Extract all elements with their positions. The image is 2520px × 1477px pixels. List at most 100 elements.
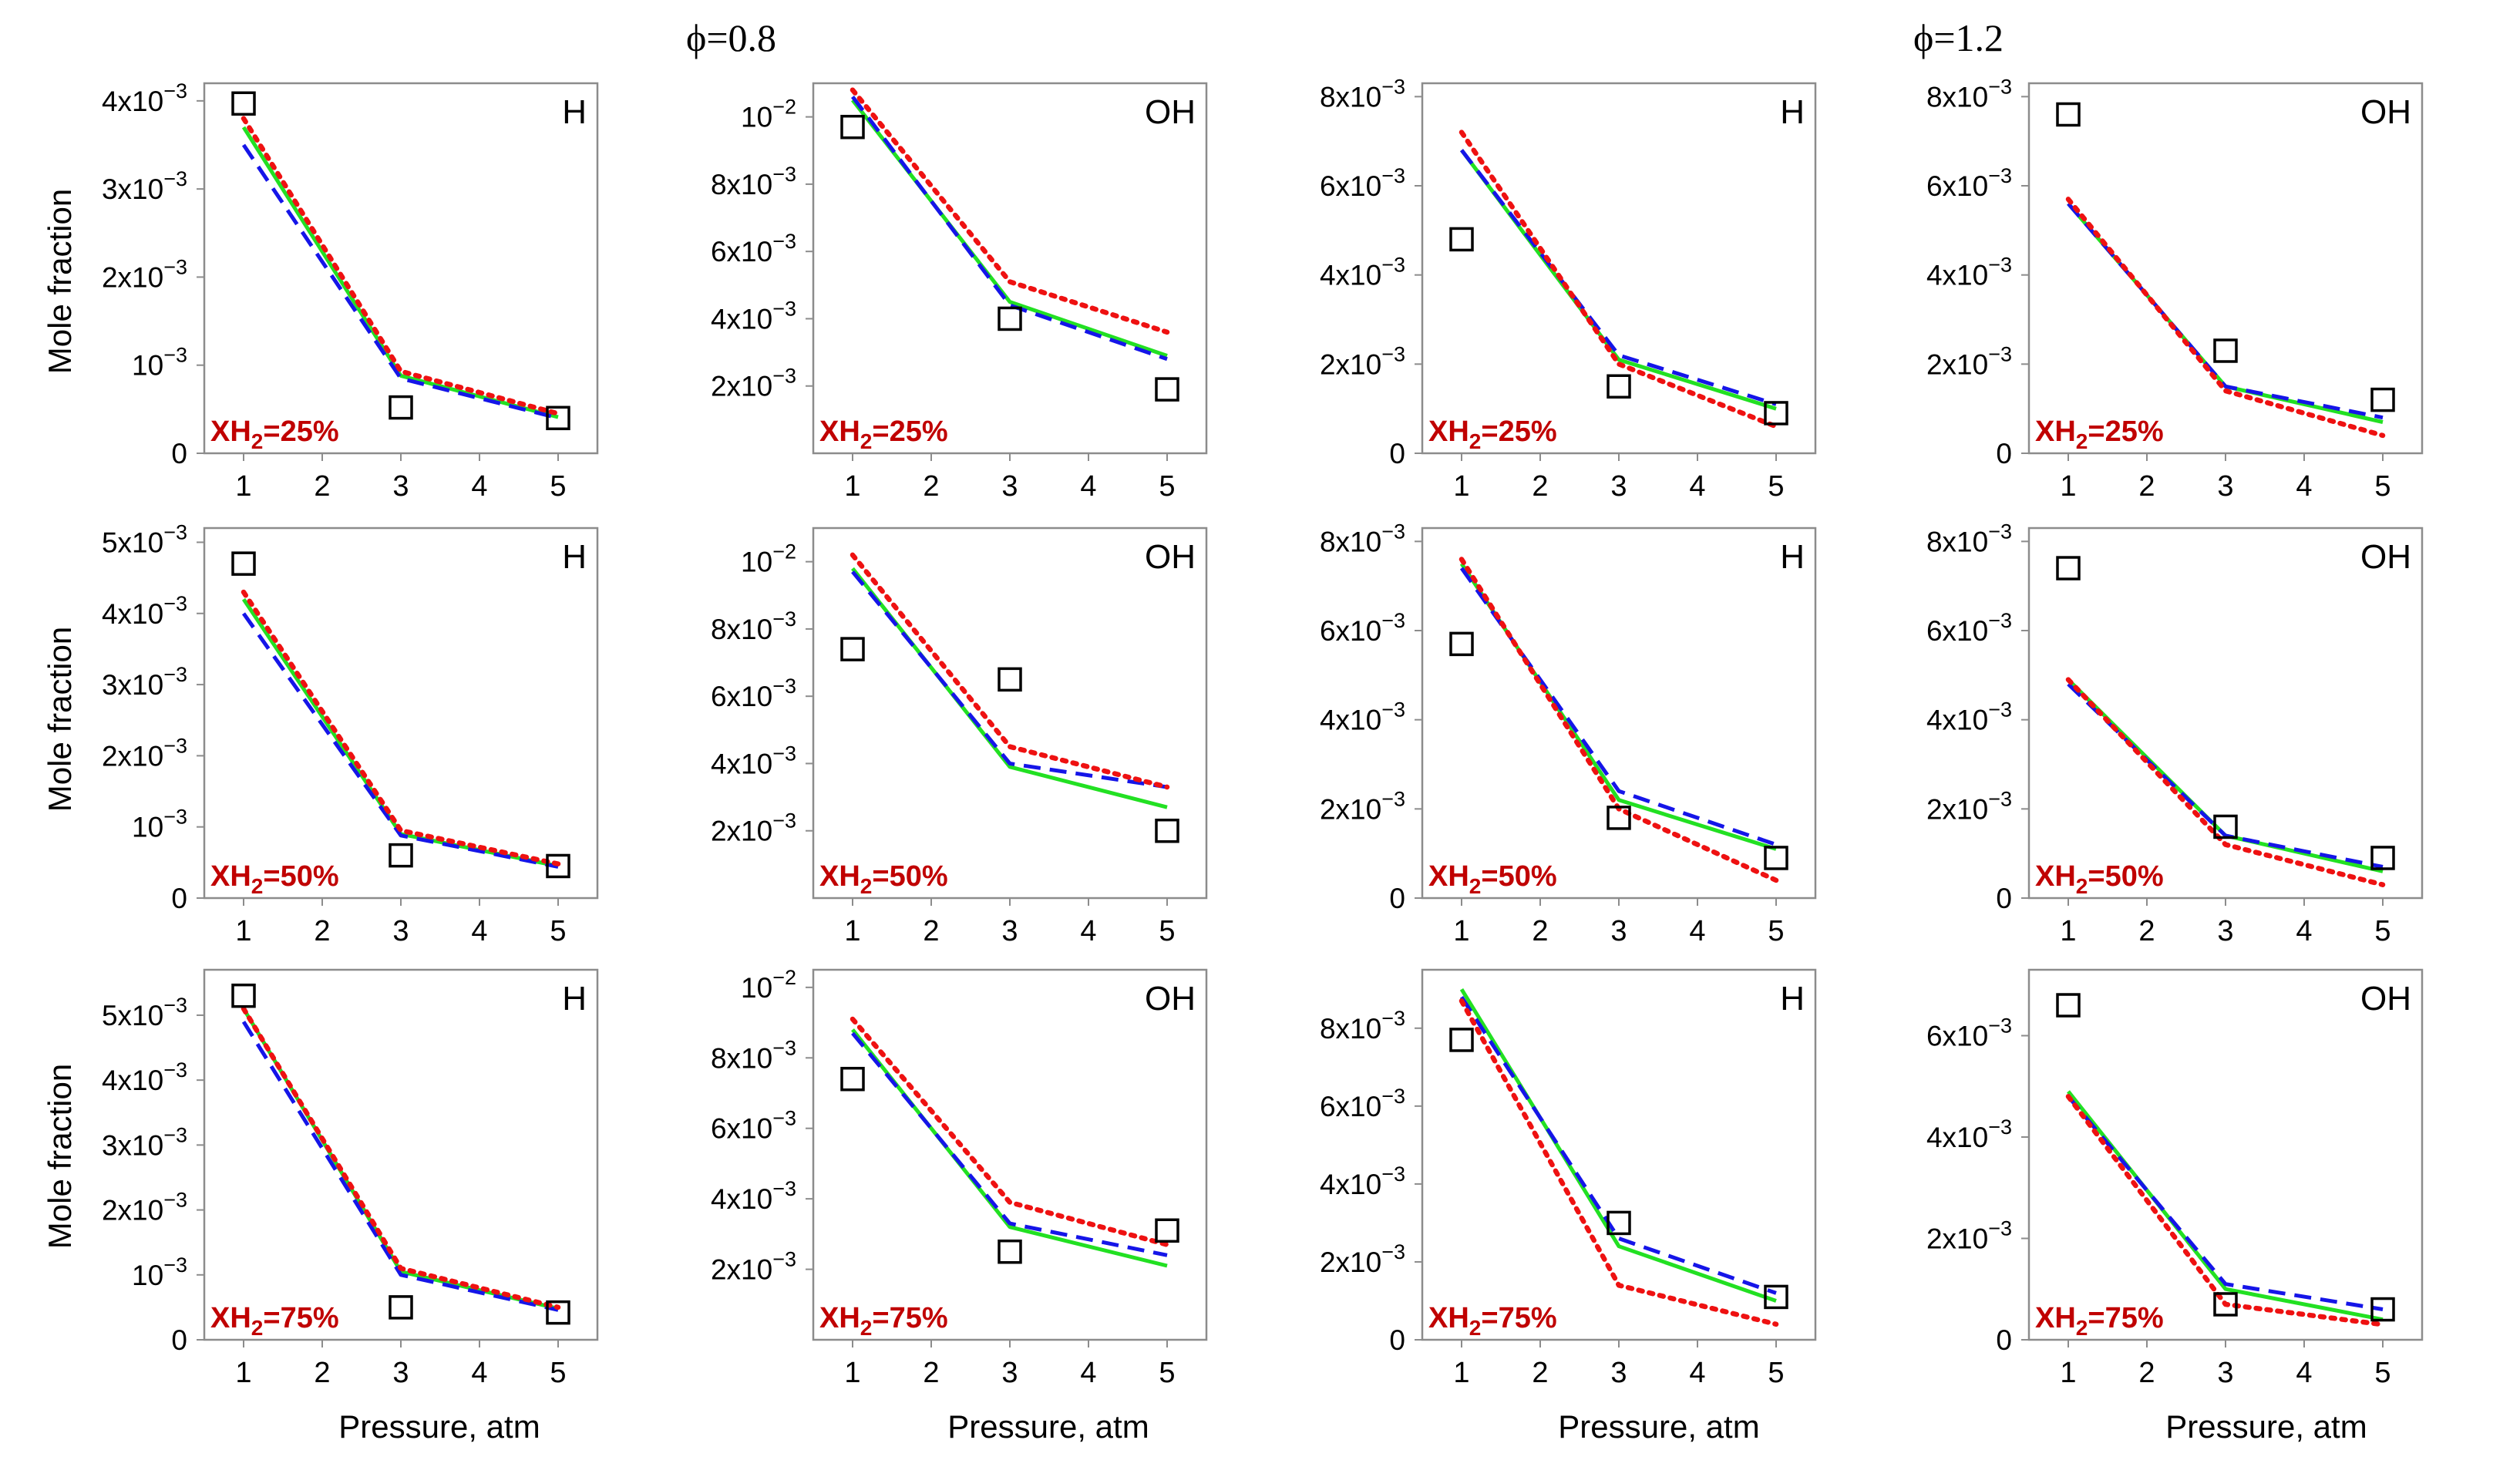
- x-tick-label: 1: [235, 1357, 251, 1389]
- x-tick-label: 4: [2296, 1357, 2312, 1389]
- experiment-marker: [1607, 806, 1631, 830]
- x-tick-label: 1: [235, 470, 251, 503]
- h2-fraction-label: XH2=75%: [2035, 1302, 2164, 1340]
- plot-frame: [812, 527, 1208, 900]
- chart-panel-3-3: 1 2 3 4 5 0 2x10−3 4x10−3 6x10−3 8x10−3 H XH2=75%: [1320, 968, 1817, 1389]
- phi-label-right: ϕ=1.2: [1913, 16, 2004, 59]
- series-line-blue: [241, 143, 559, 420]
- y-tick-label: 3x10−3: [102, 167, 187, 205]
- y-tick-label: 4x10−3: [102, 79, 187, 117]
- species-label: OH: [2360, 980, 2411, 1018]
- y-tick-label: 6x10−3: [1320, 164, 1405, 202]
- x-tick-label: 3: [1610, 470, 1627, 503]
- x-tick-label: 5: [1768, 470, 1784, 503]
- experiment-marker: [231, 983, 256, 1008]
- series-line-red: [1459, 998, 1779, 1327]
- x-tick-label: 5: [2374, 1357, 2390, 1389]
- x-tick-label: 1: [1453, 1357, 1469, 1389]
- h2-fraction-label: XH2=75%: [210, 1302, 339, 1340]
- y-tick-label: 0: [1389, 883, 1405, 914]
- plot-frame: [2027, 82, 2424, 455]
- chart-panel-1-4: 1 2 3 4 5 0 2x10−3 4x10−3 6x10−3 8x10−3 OH XH2=25%: [1926, 75, 2424, 503]
- y-tick-label: 2x10−3: [1926, 1216, 2012, 1254]
- h2-fraction-label: XH2=50%: [819, 860, 948, 898]
- y-tick-label: 10−2: [741, 540, 796, 578]
- x-tick-label: 2: [314, 915, 330, 947]
- y-tick-label: 8x10−3: [711, 607, 796, 645]
- x-tick-label: 4: [1080, 1357, 1096, 1389]
- chart-panel-1-1: 1 2 3 4 5 0 10−3 2x10−3 3x10−3 4x10−3 H XH2=25%: [102, 79, 599, 503]
- x-tick-label: 1: [844, 470, 860, 503]
- species-label: H: [562, 538, 587, 576]
- series-line-red: [1459, 557, 1779, 883]
- y-tick-label: 6x10−3: [711, 1107, 796, 1145]
- x-tick-label: 2: [1532, 1357, 1548, 1389]
- x-tick-label: 1: [235, 915, 251, 947]
- experiment-marker: [1155, 377, 1179, 402]
- experiment-marker: [1764, 401, 1788, 426]
- y-tick-label: 2x10−3: [711, 1248, 796, 1286]
- h2-fraction-label: XH2=50%: [2035, 860, 2164, 898]
- chart-panel-2-1: 1 2 3 4 5 0 10−3 2x10−3 3x10−3 4x10−3 5x10−3 H XH2=5…: [102, 520, 599, 947]
- series-line-blue: [2067, 1095, 2384, 1311]
- x-tick-label: 2: [923, 1357, 939, 1389]
- phi-label-left: ϕ=0.8: [686, 16, 776, 59]
- x-tick-label: 2: [314, 1357, 330, 1389]
- y-tick-label: 4x10−3: [1926, 698, 2012, 736]
- h2-fraction-label: XH2=75%: [1428, 1302, 1557, 1340]
- plot-frame: [203, 527, 599, 900]
- x-tick-label: 5: [2374, 470, 2390, 503]
- y-tick-label: 10−2: [741, 966, 796, 1004]
- x-tick-label: 3: [1001, 1357, 1018, 1389]
- chart-panel-1-3: 1 2 3 4 5 0 2x10−3 4x10−3 6x10−3 8x10−3 H XH2=25%: [1320, 75, 1817, 503]
- y-tick-label: 2x10−3: [711, 365, 796, 402]
- y-tick-label: 2x10−3: [1320, 1240, 1405, 1278]
- series-line-blue: [851, 95, 1168, 362]
- y-tick-label: 5x10−3: [102, 994, 187, 1031]
- x-tick-label: 4: [2296, 915, 2312, 947]
- y-tick-label: 2x10−3: [1320, 342, 1405, 380]
- x-tick-label: 1: [1453, 915, 1469, 947]
- x-tick-label: 3: [392, 915, 409, 947]
- y-tick-label: 6x10−3: [711, 675, 796, 712]
- series-line-red: [241, 1006, 561, 1310]
- experiment-marker: [2056, 556, 2081, 580]
- h2-fraction-label: XH2=50%: [210, 860, 339, 898]
- series-line-red: [850, 1016, 1170, 1247]
- x-tick-label: 4: [471, 915, 487, 947]
- y-tick-label: 8x10−3: [1926, 520, 2012, 557]
- x-tick-label: 5: [2374, 915, 2390, 947]
- y-tick-label: 4x10−3: [711, 1177, 796, 1215]
- experiment-marker: [998, 1239, 1022, 1264]
- experiment-marker: [231, 551, 256, 576]
- h2-fraction-label: XH2=75%: [819, 1302, 948, 1340]
- chart-panel-2-3: 1 2 3 4 5 0 2x10−3 4x10−3 6x10−3 8x10−3 H XH2=50%: [1320, 520, 1817, 947]
- x-tick-label: 4: [471, 470, 487, 503]
- series-line-red: [241, 589, 561, 866]
- plot-frame: [812, 968, 1208, 1341]
- x-tick-label: 5: [550, 915, 566, 947]
- series-line-blue: [1459, 996, 1777, 1295]
- x-axis-label-col1: Pressure, atm: [338, 1408, 540, 1445]
- species-label: OH: [2360, 538, 2411, 576]
- experiment-marker: [998, 306, 1022, 331]
- y-tick-label: 10−2: [741, 96, 796, 133]
- x-tick-label: 1: [2060, 1357, 2076, 1389]
- x-tick-label: 4: [1689, 1357, 1705, 1389]
- experiment-marker: [1155, 818, 1179, 843]
- y-tick-label: 6x10−3: [1320, 609, 1405, 647]
- x-tick-label: 3: [2217, 470, 2233, 503]
- x-tick-label: 3: [1001, 915, 1018, 947]
- series-line-blue: [241, 612, 559, 869]
- experiment-marker: [2370, 846, 2395, 870]
- x-tick-label: 3: [2217, 915, 2233, 947]
- experiment-marker: [1764, 846, 1788, 870]
- plot-frame: [2027, 968, 2424, 1341]
- species-label: H: [562, 93, 587, 131]
- experiment-marker: [389, 1295, 413, 1320]
- chart-panel-3-4: 1 2 3 4 5 0 2x10−3 4x10−3 6x10−3 OH XH2=75%: [1926, 968, 2424, 1389]
- x-tick-label: 3: [2217, 1357, 2233, 1389]
- y-tick-label: 0: [1389, 1324, 1405, 1356]
- x-tick-label: 4: [1080, 915, 1096, 947]
- y-tick-label: 6x10−3: [1926, 609, 2012, 647]
